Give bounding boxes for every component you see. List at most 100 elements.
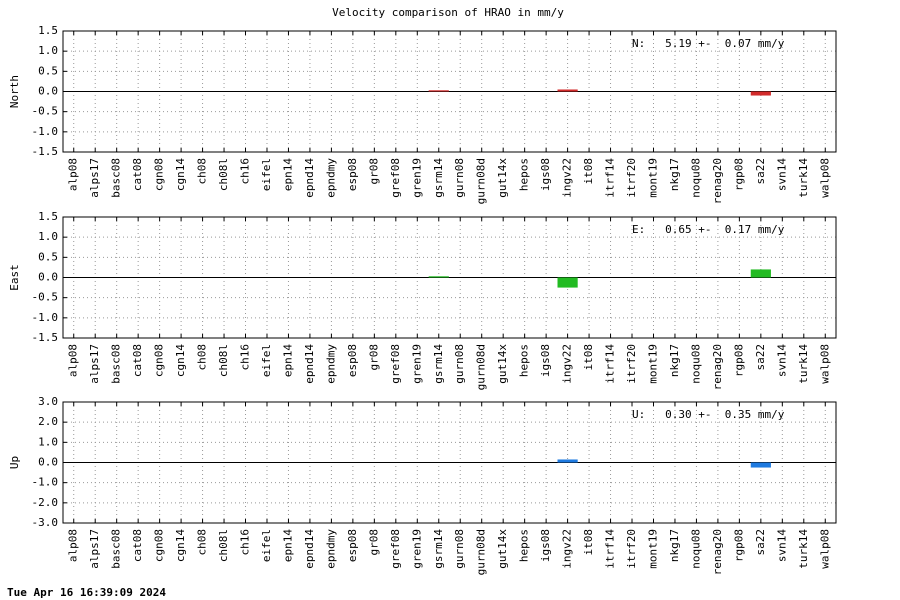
x-tick-label: ch16 xyxy=(239,529,252,556)
x-tick-label: basc08 xyxy=(110,158,123,198)
x-tick-label: rgp08 xyxy=(732,158,745,191)
y-tick-label: -1.0 xyxy=(32,311,59,324)
x-tick-label: cgn08 xyxy=(153,344,166,377)
x-tick-label: turk14 xyxy=(797,158,810,198)
x-tick-label: gsrm14 xyxy=(432,158,445,198)
x-tick-label: ch08 xyxy=(196,344,209,371)
y-tick-label: -1.0 xyxy=(32,476,59,489)
x-tick-label: alps17 xyxy=(88,158,101,198)
x-tick-label: gr08 xyxy=(367,344,380,371)
y-tick-label: 2.0 xyxy=(38,415,58,428)
y-tick-label: -1.0 xyxy=(32,125,59,138)
annotation: N: 5.19 +- 0.07 mm/y xyxy=(632,37,785,50)
x-tick-label: cgn14 xyxy=(174,158,187,191)
x-tick-label: walp08 xyxy=(818,529,831,569)
x-tick-label: cgn08 xyxy=(153,529,166,562)
chart-title: Velocity comparison of HRAO in mm/y xyxy=(332,6,564,19)
x-tick-label: cat08 xyxy=(131,344,144,377)
x-tick-label: epnd14 xyxy=(303,529,316,569)
x-tick-label: mont19 xyxy=(646,529,659,569)
x-tick-label: gut14x xyxy=(496,158,509,198)
x-tick-label: it08 xyxy=(582,529,595,556)
x-tick-label: ch08l xyxy=(217,529,230,562)
y-tick-label: 1.0 xyxy=(38,230,58,243)
bar xyxy=(557,89,578,92)
y-tick-label: 1.0 xyxy=(38,44,58,57)
x-tick-label: cgn08 xyxy=(153,158,166,191)
x-tick-label: sa22 xyxy=(754,529,767,556)
x-tick-label: epn14 xyxy=(281,158,294,191)
x-tick-label: ch08 xyxy=(196,158,209,185)
x-tick-label: epndmy xyxy=(324,529,337,569)
y-tick-label: -1.5 xyxy=(32,145,59,158)
x-tick-label: ch08 xyxy=(196,529,209,556)
x-tick-label: cgn14 xyxy=(174,529,187,562)
x-tick-label: gren19 xyxy=(410,344,423,384)
y-axis-label: North xyxy=(8,75,21,108)
x-tick-label: eifel xyxy=(260,344,273,377)
x-tick-label: itrf20 xyxy=(625,529,638,569)
x-tick-label: ch16 xyxy=(239,344,252,371)
x-tick-label: igs08 xyxy=(539,529,552,562)
x-tick-label: ingv22 xyxy=(561,344,574,384)
y-tick-label: 1.5 xyxy=(38,210,58,223)
x-tick-label: epnd14 xyxy=(303,158,316,198)
x-tick-label: alps17 xyxy=(88,529,101,569)
x-tick-label: gurn08d xyxy=(475,158,488,204)
x-tick-label: turk14 xyxy=(797,344,810,384)
x-tick-label: gsrm14 xyxy=(432,344,445,384)
x-tick-label: alps17 xyxy=(88,344,101,384)
x-tick-label: gurn08d xyxy=(475,529,488,575)
x-tick-label: turk14 xyxy=(797,529,810,569)
x-tick-label: ch08l xyxy=(217,158,230,191)
x-tick-label: nkg17 xyxy=(668,158,681,191)
annotation: E: 0.65 +- 0.17 mm/y xyxy=(632,223,785,236)
x-tick-label: walp08 xyxy=(818,158,831,198)
y-axis-label: Up xyxy=(8,456,21,469)
x-tick-label: epn14 xyxy=(281,529,294,562)
x-tick-label: esp08 xyxy=(346,158,359,191)
x-tick-label: gsrm14 xyxy=(432,529,445,569)
y-tick-label: 1.0 xyxy=(38,435,58,448)
x-tick-label: gr08 xyxy=(367,158,380,185)
x-tick-label: sa22 xyxy=(754,344,767,371)
x-tick-label: gref08 xyxy=(389,529,402,569)
x-tick-label: gr08 xyxy=(367,529,380,556)
y-tick-label: 1.5 xyxy=(38,24,58,37)
x-tick-label: hepos xyxy=(518,529,531,562)
plot-frame xyxy=(62,30,837,153)
x-tick-label: gurn08 xyxy=(453,344,466,384)
x-tick-label: gut14x xyxy=(496,344,509,384)
y-tick-label: -0.5 xyxy=(32,105,59,118)
x-tick-label: igs08 xyxy=(539,158,552,191)
x-tick-label: renag20 xyxy=(711,158,724,204)
x-tick-label: mont19 xyxy=(646,344,659,384)
x-tick-label: cat08 xyxy=(131,529,144,562)
x-tick-label: rgp08 xyxy=(732,529,745,562)
x-tick-label: ch08l xyxy=(217,344,230,377)
x-tick-label: ch16 xyxy=(239,158,252,185)
x-tick-label: svn14 xyxy=(775,529,788,562)
y-tick-label: -0.5 xyxy=(32,291,59,304)
x-tick-label: eifel xyxy=(260,529,273,562)
x-tick-label: renag20 xyxy=(711,529,724,575)
y-tick-label: -3.0 xyxy=(32,516,59,529)
x-tick-label: noqu08 xyxy=(689,158,702,198)
x-tick-label: svn14 xyxy=(775,344,788,377)
x-tick-label: nkg17 xyxy=(668,344,681,377)
plot-frame xyxy=(62,401,837,524)
bar xyxy=(750,91,771,96)
x-tick-label: it08 xyxy=(582,158,595,185)
x-tick-label: alp08 xyxy=(67,344,80,377)
x-tick-label: renag20 xyxy=(711,344,724,390)
bar xyxy=(557,277,578,288)
x-tick-label: hepos xyxy=(518,344,531,377)
x-tick-label: nkg17 xyxy=(668,529,681,562)
x-tick-label: sa22 xyxy=(754,158,767,185)
x-tick-label: rgp08 xyxy=(732,344,745,377)
y-tick-label: 0.0 xyxy=(38,271,58,284)
x-tick-label: noqu08 xyxy=(689,529,702,569)
x-tick-label: walp08 xyxy=(818,344,831,384)
x-tick-label: gurn08 xyxy=(453,158,466,198)
